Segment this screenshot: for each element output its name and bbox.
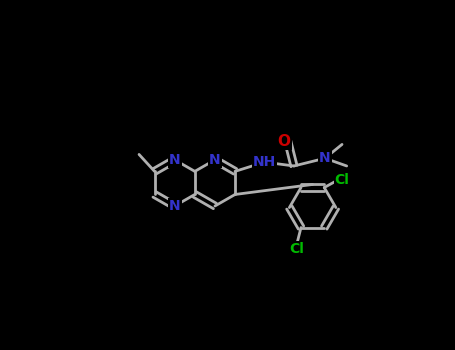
Text: O: O: [278, 134, 290, 149]
Text: Cl: Cl: [290, 242, 304, 256]
Text: Cl: Cl: [334, 173, 349, 187]
Text: N: N: [209, 153, 221, 167]
Text: NH: NH: [253, 155, 276, 169]
Text: N: N: [319, 151, 331, 165]
Text: N: N: [169, 153, 181, 167]
Text: N: N: [169, 199, 181, 213]
